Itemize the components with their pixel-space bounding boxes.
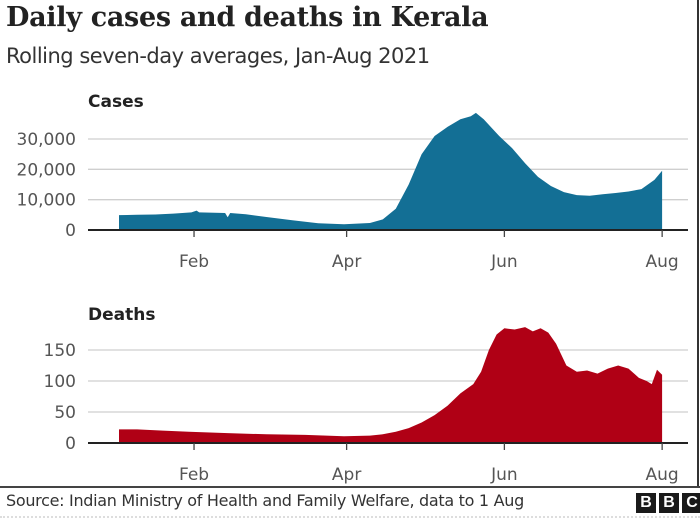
footer-divider <box>0 486 700 488</box>
bbc-logo-letter: B <box>659 493 679 513</box>
deaths-panel: Deaths Feb Apr Jun Aug 0 50 100 150 <box>44 305 688 485</box>
deaths-y-tick-label: 150 <box>44 341 76 361</box>
deaths-area <box>119 327 663 443</box>
cases-x-axis: Feb Apr Jun Aug <box>88 229 688 272</box>
cases-gridlines <box>88 138 688 201</box>
right-border <box>697 0 699 487</box>
cases-x-tick-label: Aug <box>646 252 679 272</box>
deaths-x-axis: Feb Apr Jun Aug <box>88 442 688 485</box>
charts-svg: Cases Feb Apr Jun Aug 0 10,000 20,000 30,000 D… <box>17 92 688 485</box>
deaths-y-tick-label: 0 <box>65 434 76 454</box>
bbc-logo: B B C <box>636 493 700 513</box>
cases-panel-title: Cases <box>88 92 144 112</box>
deaths-x-tick-label: Apr <box>332 465 361 485</box>
cases-area <box>119 112 663 230</box>
deaths-panel-title: Deaths <box>88 305 155 325</box>
deaths-x-tick-label: Feb <box>179 465 209 485</box>
deaths-y-tick-label: 50 <box>54 403 76 423</box>
chart-title: Daily cases and deaths in Kerala <box>6 2 489 33</box>
deaths-x-tick-label: Aug <box>646 465 679 485</box>
chart-subtitle: Rolling seven-day averages, Jan-Aug 2021 <box>6 44 430 68</box>
cases-y-axis: 0 10,000 20,000 30,000 <box>17 130 76 241</box>
cases-y-tick-label: 0 <box>65 221 76 241</box>
deaths-x-tick-label: Jun <box>490 465 518 485</box>
deaths-y-tick-label: 100 <box>44 372 76 392</box>
cases-x-tick-label: Jun <box>490 252 518 272</box>
bbc-logo-letter: C <box>682 493 700 513</box>
decorative-dotted-line <box>0 516 700 521</box>
bbc-logo-letter: B <box>636 493 656 513</box>
source-note: Source: Indian Ministry of Health and Fa… <box>6 491 524 510</box>
deaths-y-axis: 0 50 100 150 <box>44 341 76 454</box>
cases-panel: Cases Feb Apr Jun Aug 0 10,000 20,000 30,000 <box>17 92 688 272</box>
cases-y-tick-label: 20,000 <box>17 160 76 180</box>
cases-x-tick-label: Apr <box>332 252 361 272</box>
cases-x-tick-label: Feb <box>179 252 209 272</box>
cases-y-tick-label: 30,000 <box>17 130 76 150</box>
cases-y-tick-label: 10,000 <box>17 191 76 211</box>
